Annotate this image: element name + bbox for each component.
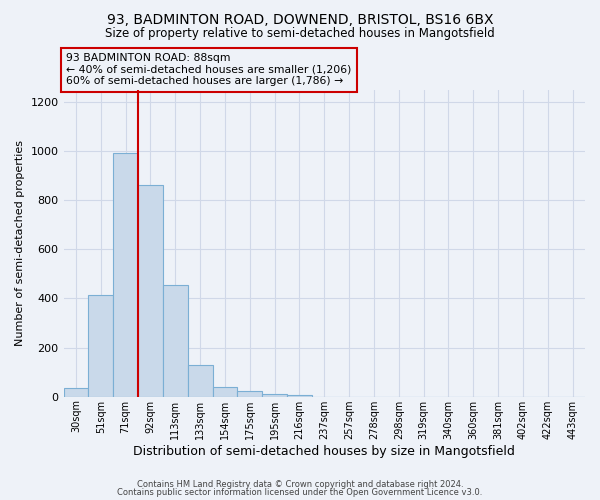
Text: Size of property relative to semi-detached houses in Mangotsfield: Size of property relative to semi-detach… [105,28,495,40]
Bar [138,186,163,396]
Text: 93, BADMINTON ROAD, DOWNEND, BRISTOL, BS16 6BX: 93, BADMINTON ROAD, DOWNEND, BRISTOL, BS… [107,12,493,26]
Bar [188,364,212,396]
Bar [113,154,138,396]
Bar [163,285,188,397]
Text: Contains HM Land Registry data © Crown copyright and database right 2024.: Contains HM Land Registry data © Crown c… [137,480,463,489]
X-axis label: Distribution of semi-detached houses by size in Mangotsfield: Distribution of semi-detached houses by … [133,444,515,458]
Bar [262,394,287,396]
Bar [64,388,88,396]
Bar [212,387,238,396]
Bar [238,390,262,396]
Text: 93 BADMINTON ROAD: 88sqm
← 40% of semi-detached houses are smaller (1,206)
60% o: 93 BADMINTON ROAD: 88sqm ← 40% of semi-d… [66,54,352,86]
Bar [88,294,113,396]
Y-axis label: Number of semi-detached properties: Number of semi-detached properties [15,140,25,346]
Text: Contains public sector information licensed under the Open Government Licence v3: Contains public sector information licen… [118,488,482,497]
